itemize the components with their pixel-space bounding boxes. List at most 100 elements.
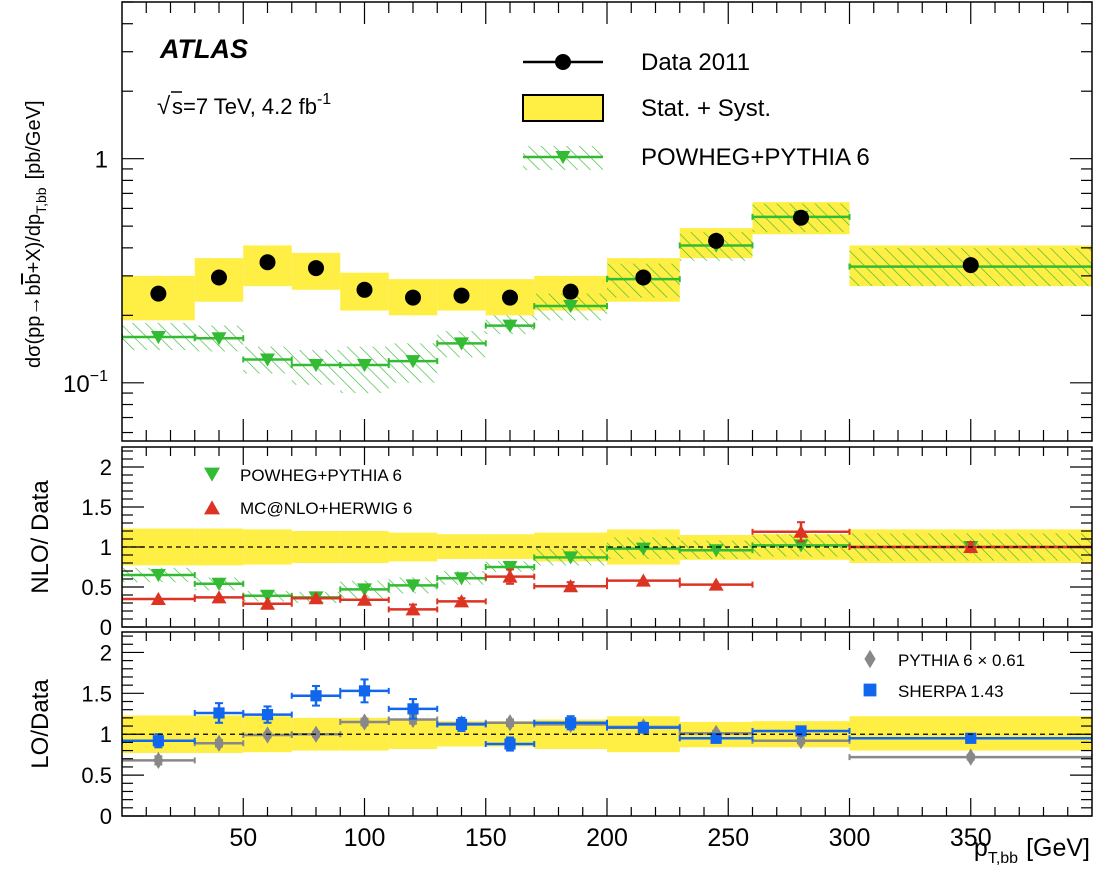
bot-pythia-point — [965, 748, 976, 766]
x-axis-label-main: p — [974, 834, 988, 862]
data-point — [356, 281, 373, 298]
bot-sherpa-point — [310, 690, 322, 702]
bot-sherpa-point — [407, 703, 419, 715]
bot-y-tick-label: 1.5 — [81, 681, 112, 706]
bot-sherpa-point — [152, 735, 164, 747]
mid-ylabel: NLO/ Data — [27, 480, 54, 594]
data-point — [502, 289, 518, 306]
atlas-label: ATLAS — [159, 34, 248, 64]
mid-mcnlo-point — [260, 596, 275, 610]
top-ylabel: dσ(pp→bb+X)/dpT,bb [pb/GeV] — [23, 100, 49, 368]
x-tick-label: 50 — [229, 824, 257, 852]
top-plot-area — [122, 202, 1092, 394]
bot-legend-pythia-label: PYTHIA 6 × 0.61 — [898, 651, 1025, 670]
powheg-point — [357, 359, 372, 373]
bot-sherpa-point — [504, 738, 516, 750]
powheg-point — [502, 319, 518, 333]
x-tick-label: 250 — [707, 824, 749, 852]
mid-y-tick-label: 2 — [100, 455, 112, 480]
bot-ylabel-text: LO/Data — [27, 679, 54, 769]
mid-y-tick-label: 0.5 — [81, 575, 112, 600]
bot-pythia-point — [504, 714, 516, 732]
mid-mcnlo-point — [502, 569, 518, 583]
legend-powheg-marker — [555, 151, 571, 165]
bot-legend-pythia-marker — [864, 649, 876, 669]
bot-y-tick-label: 2 — [100, 640, 112, 665]
legend-powheg-label: POWHEG+PYTHIA 6 — [641, 144, 870, 171]
energy-label: √ s=7 TeV, 4.2 fb-1 — [157, 91, 331, 120]
legend-data-marker — [555, 54, 571, 70]
top-ylabel-part-1: dσ(pp→b — [23, 285, 45, 369]
mid-powheg-point — [260, 589, 275, 603]
mid-mcnlo-point — [635, 573, 651, 587]
bot-pythia-point — [213, 734, 225, 752]
bot-y-tick-label: 0 — [100, 804, 112, 829]
mid-powheg-point — [357, 583, 372, 597]
legend-data-label: Data 2011 — [641, 49, 750, 76]
x-tick-label: 300 — [829, 824, 871, 852]
mid-powheg-point — [211, 577, 227, 591]
x-axis-label-unit: [GeV] — [1026, 834, 1090, 862]
bot-pythia-point — [153, 751, 164, 770]
bot-sherpa-point — [261, 708, 274, 721]
data-point — [635, 269, 652, 286]
mid-mcnlo-point — [405, 602, 421, 616]
bot-pythia-point — [359, 713, 370, 731]
mid-y-tick-label: 1.5 — [81, 495, 112, 520]
bot-sherpa-point — [710, 732, 722, 744]
data-point — [962, 257, 979, 274]
legend-band-label: Stat. + Syst. — [641, 95, 771, 122]
mid-mcnlo-point — [454, 594, 469, 608]
mid-mcnlo-point — [793, 524, 809, 538]
mid-powheg-point — [150, 569, 166, 583]
x-tick-label: 200 — [586, 824, 628, 852]
data-point — [150, 285, 167, 302]
bot-legend: PYTHIA 6 × 0.61 SHERPA 1.43 — [863, 649, 1025, 701]
x-tick-label: 100 — [344, 824, 386, 852]
bot-sherpa-point — [213, 707, 225, 719]
data-point — [562, 283, 579, 300]
mid-mcnlo-point — [150, 591, 166, 605]
powheg-point — [563, 300, 579, 314]
mid-legend: POWHEG+PYTHIA 6 MC@NLO+HERWIG 6 — [204, 466, 412, 518]
bot-pythia-point — [262, 726, 273, 744]
mid-data-band — [194, 528, 244, 566]
data-point — [211, 269, 227, 286]
bot-sherpa-point — [637, 722, 649, 734]
data-point — [453, 287, 470, 304]
mid-mcnlo-point — [308, 591, 324, 605]
x-tick-label: 350 — [950, 824, 992, 852]
mid-plot-area — [122, 521, 1092, 616]
bot-y-tick-label: 0.5 — [81, 763, 112, 788]
bot-sherpa-point — [358, 685, 371, 697]
bot-legend-sherpa-marker — [863, 683, 877, 697]
bot-sherpa-point — [565, 717, 577, 729]
mid-mcnlo-point — [563, 579, 579, 593]
mid-mcnlo-point — [357, 592, 372, 606]
bot-sherpa-point — [965, 732, 977, 744]
energy-label-main: s=7 TeV, 4.2 fb — [172, 94, 317, 119]
data-point — [405, 289, 421, 306]
powheg-point — [454, 337, 469, 351]
energy-label-text: s=7 TeV, 4.2 fb-1 — [172, 91, 331, 119]
powheg-point — [260, 353, 275, 367]
bot-y-tick-label: 1 — [100, 722, 112, 747]
powheg-point — [405, 355, 421, 369]
top-y-tick-label: 1 — [95, 147, 108, 174]
bot-sherpa-point — [795, 725, 807, 737]
bot-sherpa-point — [455, 718, 468, 731]
top-ylabel-part-3: +X)/dp — [23, 214, 45, 273]
top-y-tick-label: 10−1 — [63, 368, 108, 398]
x-tick-label: 150 — [465, 824, 507, 852]
panel-top-cross-section: 1 10−1 Data 2011 Stat. + Syst. POWHEG+PYTHIA… — [63, 1, 1093, 442]
mid-legend-mcnlo-marker — [204, 500, 220, 515]
mid-ylabel-text: NLO/ Data — [27, 480, 54, 594]
mid-powheg-point — [635, 542, 651, 556]
sqrt-symbol: √ — [157, 93, 171, 120]
mid-legend-powheg-marker — [204, 467, 220, 482]
powheg-point — [211, 332, 227, 346]
bot-ylabel: LO/Data — [27, 679, 54, 769]
panel-nlo-ratio: 0 0.5 1 1.5 2 POWHEG+PYTHIA 6 MC@NLO+HERWIG 6 — [81, 446, 1093, 640]
